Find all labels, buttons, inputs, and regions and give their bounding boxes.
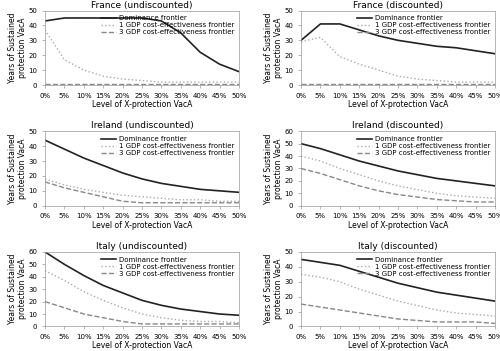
X-axis label: Level of X-protection VacA: Level of X-protection VacA	[92, 100, 192, 109]
Legend: Dominance frontier, 1 GDP cost-effectiveness frontier, 3 GDP cost-effectiveness : Dominance frontier, 1 GDP cost-effective…	[356, 135, 492, 158]
Y-axis label: Years of Sustained
protection VacA: Years of Sustained protection VacA	[8, 133, 27, 204]
Y-axis label: Years of Sustained
protection VacA: Years of Sustained protection VacA	[264, 133, 283, 204]
X-axis label: Level of X-protection VacA: Level of X-protection VacA	[92, 342, 192, 350]
Y-axis label: Years of Sustained
protection VacA: Years of Sustained protection VacA	[264, 254, 283, 324]
Title: France (undiscounted): France (undiscounted)	[91, 1, 192, 10]
X-axis label: Level of X-protection VacA: Level of X-protection VacA	[92, 221, 192, 230]
Legend: Dominance frontier, 1 GDP cost-effectiveness frontier, 3 GDP cost-effectiveness : Dominance frontier, 1 GDP cost-effective…	[100, 14, 235, 37]
Legend: Dominance frontier, 1 GDP cost-effectiveness frontier, 3 GDP cost-effectiveness : Dominance frontier, 1 GDP cost-effective…	[356, 256, 492, 278]
Title: Ireland (discounted): Ireland (discounted)	[352, 121, 444, 131]
Legend: Dominance frontier, 1 GDP cost-effectiveness frontier, 3 GDP cost-effectiveness : Dominance frontier, 1 GDP cost-effective…	[100, 135, 235, 158]
Title: Ireland (undiscounted): Ireland (undiscounted)	[90, 121, 194, 131]
Y-axis label: Years of Sustained
protection VacA: Years of Sustained protection VacA	[8, 13, 27, 83]
X-axis label: Level of X-protection VacA: Level of X-protection VacA	[348, 100, 448, 109]
Legend: Dominance frontier, 1 GDP cost-effectiveness frontier, 3 GDP cost-effectiveness : Dominance frontier, 1 GDP cost-effective…	[100, 256, 235, 278]
Y-axis label: Years of Sustained
protection VacA: Years of Sustained protection VacA	[264, 13, 283, 83]
Title: Italy (discounted): Italy (discounted)	[358, 242, 438, 251]
Y-axis label: Years of Sustained
protection VacA: Years of Sustained protection VacA	[8, 254, 27, 324]
Title: France (discounted): France (discounted)	[353, 1, 443, 10]
X-axis label: Level of X-protection VacA: Level of X-protection VacA	[348, 221, 448, 230]
Title: Italy (undiscounted): Italy (undiscounted)	[96, 242, 188, 251]
X-axis label: Level of X-protection VacA: Level of X-protection VacA	[348, 342, 448, 350]
Legend: Dominance frontier, 1 GDP cost-effectiveness frontier, 3 GDP cost-effectiveness : Dominance frontier, 1 GDP cost-effective…	[356, 14, 492, 37]
